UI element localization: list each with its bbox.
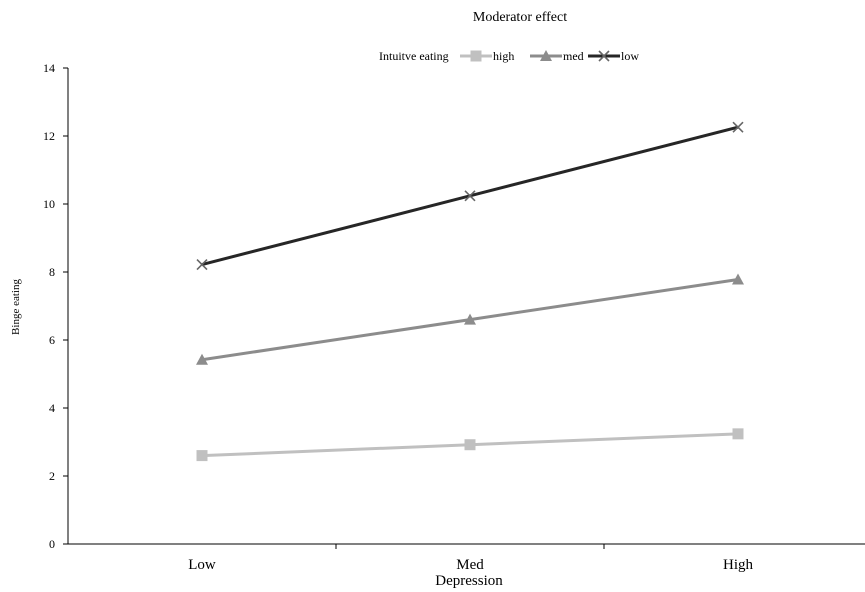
x-tick-label: Low [188,557,216,573]
legend-entry-low: low [588,49,639,63]
series-med [196,273,744,365]
data-point-med [464,313,476,325]
legend: Intuitve eating high med low [379,49,639,63]
y-axis-label: Binge eating [10,279,22,335]
legend-label-high: high [493,49,514,63]
legend-title: Intuitve eating [379,49,449,63]
data-point-high [732,428,744,440]
chart-title: Moderator effect [473,10,567,25]
data-point-low [732,121,744,133]
legend-entry-med: med [530,49,584,63]
legend-label-low: low [621,49,639,63]
legend-marker-high [470,50,482,62]
x-tick-label: High [723,557,754,573]
legend-marker-low [598,50,610,62]
series-low [196,121,744,271]
legend-label-med: med [563,49,584,63]
x-tick-label: Med [456,557,484,573]
y-tick-label: 14 [43,61,55,75]
data-point-low [196,258,208,271]
data-point-high [196,450,208,462]
y-tick-label: 10 [43,197,55,211]
series-layer [196,121,744,462]
y-tick-label: 12 [43,129,55,143]
legend-entry-high: high [460,49,514,63]
x-axis-label: Depression [435,573,503,589]
data-point-med [196,353,208,365]
legend-marker-med [540,50,552,61]
data-point-low [464,190,476,202]
data-point-high [464,439,476,451]
y-tick-label: 4 [49,401,55,415]
y-tick-label: 6 [49,333,55,347]
data-point-med [732,273,744,285]
axes: 0 2 4 6 8 10 12 14 Low Med High [43,61,865,573]
y-tick-label: 8 [49,265,55,279]
y-tick-label: 0 [49,537,55,551]
y-tick-label: 2 [49,469,55,483]
series-high [196,428,744,462]
